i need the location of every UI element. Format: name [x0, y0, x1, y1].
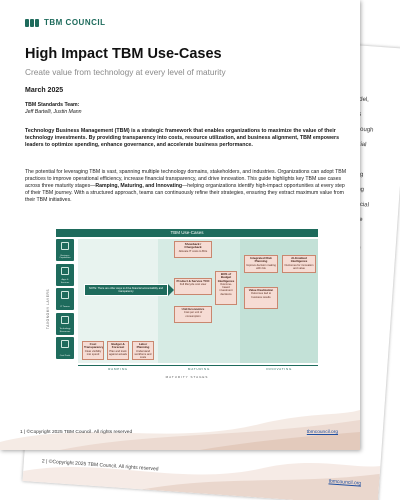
- it-towers-icon: IT Towers: [56, 288, 74, 310]
- use-case-title: Integrated Risk Planning: [250, 256, 272, 264]
- use-case-desc: Outcome-based investment decisions: [219, 282, 233, 296]
- front-page: TBM COUNCIL High Impact TBM Use-Cases Cr…: [0, 18, 360, 450]
- back-snippet: lthough: [353, 126, 374, 134]
- use-case-card: Unit Economics Cost per unit of consumpti…: [174, 306, 212, 323]
- brand-name: TBM COUNCIL: [44, 18, 106, 27]
- use-case-card: Cost Transparency Clear visibility into s…: [82, 341, 104, 360]
- body-paragraph-part-1: The potential for leveraging TBM is vast…: [25, 169, 347, 189]
- use-case-title: Cost Transparency: [84, 342, 104, 350]
- page-title: High Impact TBM Use-Cases: [25, 46, 222, 62]
- diagram-title: TBM Use-Cases: [56, 229, 318, 237]
- back-snippet: es: [355, 110, 400, 121]
- use-case-card: Budget & Forecast Plan and track against …: [107, 341, 129, 360]
- use-case-desc: Outcomes tied to business results: [250, 292, 272, 299]
- stage-label-ramping: RAMPING: [78, 365, 158, 371]
- use-case-desc: Cost per unit of consumption: [183, 311, 203, 318]
- use-case-title: BOS of Budget Intelligence: [217, 272, 235, 283]
- use-case-title: Budget & Forecast: [111, 342, 125, 350]
- use-case-desc: Full lifecycle cost view: [179, 283, 207, 287]
- apps-services-icon: Apps & Services: [56, 263, 74, 286]
- body-paragraph-part-2: —helping organizations identify high-imp…: [25, 183, 345, 203]
- use-case-desc: Allocate IT costs to BUs: [178, 249, 208, 253]
- row-label: Technology Resources: [59, 328, 71, 333]
- use-case-title: Labor Planning: [136, 342, 150, 350]
- use-case-card: AI-Enabled Intelligence Outcomes for inno…: [282, 255, 316, 273]
- publication-date: March 2025: [25, 87, 64, 94]
- back-snippet: odel,: [355, 96, 370, 104]
- taxonomy-layer-rows: Business Capabilities Apps & Services IT…: [56, 239, 78, 362]
- brand-logo: TBM COUNCIL: [25, 18, 106, 27]
- front-footer-link[interactable]: tbmcouncil.org: [306, 430, 338, 435]
- use-case-title: Unit Economics: [181, 307, 205, 311]
- cost-pools-icon: Cost Pools: [56, 337, 74, 359]
- use-case-title: Showback / Chargeback: [184, 242, 202, 250]
- row-label: Cost Pools: [59, 355, 71, 358]
- use-case-title: Value Realization: [248, 288, 274, 292]
- business-capabilities-icon: Business Capabilities: [56, 239, 74, 261]
- use-case-title: Product & Service TCO: [176, 279, 210, 283]
- use-case-title: AI-Enabled Intelligence: [290, 256, 308, 264]
- row-label: IT Towers: [60, 306, 70, 309]
- use-case-desc: Plan and track against actuals: [109, 349, 127, 356]
- back-page-wave-decoration: [22, 463, 381, 500]
- page-subtitle: Create value from technology at every le…: [25, 67, 226, 77]
- use-case-desc: Clear visibility into spend: [84, 349, 102, 356]
- tbm-logo-icon: [25, 18, 39, 27]
- accountability-note-arrow: NOTE: There are other ways to drive fina…: [84, 284, 168, 296]
- front-footer-copyright: 1 | ©Copyright 2025 TBM Council. All rig…: [20, 430, 133, 435]
- stage-label-innovating: INNOVATING: [240, 365, 318, 371]
- row-label: Apps & Services: [60, 279, 70, 284]
- use-case-card: Product & Service TCO Full lifecycle cost…: [174, 278, 212, 295]
- back-page: odel, es lthough initial on. pling aking…: [22, 24, 400, 500]
- front-page-footer: 1 | ©Copyright 2025 TBM Council. All rig…: [20, 430, 338, 435]
- body-paragraph-maturity-stages: Ramping, Maturing, and Innovating: [95, 183, 183, 189]
- team-names: Jeff Bartelli, Justin Mann: [25, 109, 82, 115]
- use-case-card: Value Realization Outcomes tied to busine…: [244, 287, 278, 309]
- use-case-card: BOS of Budget Intelligence Outcome-based …: [215, 271, 237, 305]
- use-case-card: Showback / Chargeback Allocate IT costs t…: [174, 241, 212, 258]
- front-page-wave-decoration: [0, 410, 360, 450]
- use-case-desc: Understand workforce and costs: [134, 349, 152, 360]
- tbm-use-cases-diagram: TBM Use-Cases TAXONOMY LAYERS Business C…: [46, 229, 318, 383]
- intro-paragraph: Technology Business Management (TBM) is …: [25, 128, 340, 148]
- body-paragraph: The potential for leveraging TBM is vast…: [25, 169, 347, 204]
- x-axis-label: MATURITY STAGES: [165, 375, 209, 379]
- y-axis-label: TAXONOMY LAYERS: [46, 288, 51, 330]
- team-label: TBM Standards Team:: [25, 102, 80, 108]
- arrow-head-icon: [168, 284, 174, 296]
- use-case-desc: Outcomes for innovation and value: [284, 263, 314, 270]
- row-label: Business Capabilities: [59, 254, 71, 260]
- stage-label-maturing: MATURING: [158, 365, 240, 371]
- use-case-desc: Improve decision making with risk: [246, 263, 276, 270]
- use-case-card: Labor Planning Understand workforce and c…: [132, 341, 154, 360]
- technology-resources-icon: Technology Resources: [56, 312, 74, 335]
- use-case-card: Integrated Risk Planning Improve decision…: [244, 255, 278, 273]
